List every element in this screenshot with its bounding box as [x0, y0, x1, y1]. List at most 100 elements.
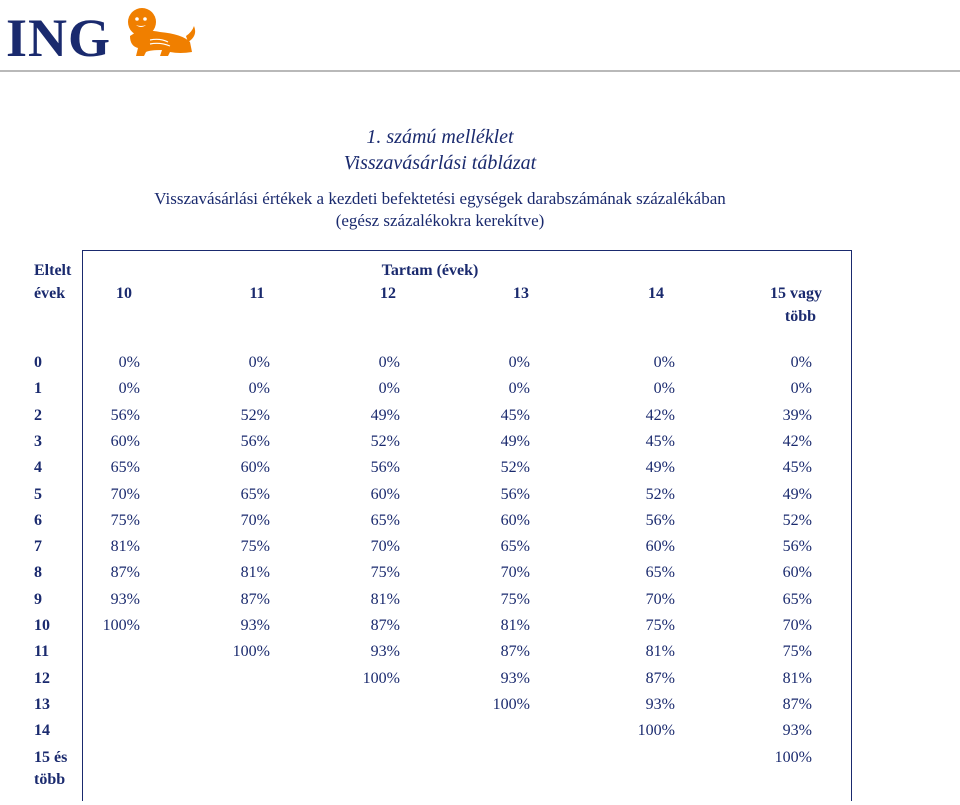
table-cell: 75%: [782, 643, 812, 660]
table-cell: 70%: [782, 617, 812, 634]
table-cell: 42%: [645, 407, 675, 424]
table-cell: 42%: [782, 433, 812, 450]
table-frame: [82, 250, 852, 801]
row-label: 11: [34, 643, 50, 660]
table-cell: 56%: [645, 512, 675, 529]
table-cell: 0%: [790, 354, 812, 371]
table-cell: 87%: [240, 591, 270, 608]
table-cell: 81%: [645, 643, 675, 660]
table-cell: 60%: [240, 459, 270, 476]
row-label: 12: [34, 670, 50, 687]
table-cell: 0%: [378, 380, 400, 397]
table-cell: 70%: [240, 512, 270, 529]
row-label: 10: [34, 617, 50, 634]
row-label: 14: [34, 722, 50, 739]
table-cell: 0%: [790, 380, 812, 397]
table-cell: 45%: [500, 407, 530, 424]
table-cell: 56%: [240, 433, 270, 450]
table-cell: 65%: [370, 512, 400, 529]
row-label: 13: [34, 696, 50, 713]
column-header: 10: [116, 285, 132, 302]
table-cell: 100%: [774, 749, 812, 766]
table-cell: 75%: [110, 512, 140, 529]
table-cell: 65%: [782, 591, 812, 608]
table-cell: 93%: [370, 643, 400, 660]
table-cell: 60%: [370, 486, 400, 503]
table-cell: 100%: [492, 696, 530, 713]
table-cell: 52%: [370, 433, 400, 450]
table-cell: 65%: [645, 564, 675, 581]
table-cell: 56%: [782, 538, 812, 555]
table-cell: 0%: [248, 380, 270, 397]
table-cell: 49%: [645, 459, 675, 476]
row-label: 2: [34, 407, 42, 424]
table-cell: 49%: [370, 407, 400, 424]
table-cell: 0%: [508, 380, 530, 397]
table-cell: 52%: [782, 512, 812, 529]
table-cell: 93%: [782, 722, 812, 739]
table-cell: 39%: [782, 407, 812, 424]
table-cell: 49%: [782, 486, 812, 503]
header-divider: [0, 70, 960, 72]
table-cell: 56%: [110, 407, 140, 424]
row-label: 6: [34, 512, 42, 529]
table-cell: 45%: [645, 433, 675, 450]
table-cell: 87%: [782, 696, 812, 713]
table-cell: 52%: [500, 459, 530, 476]
table-cell: 70%: [500, 564, 530, 581]
table-cell: 87%: [645, 670, 675, 687]
table-cell: 52%: [240, 407, 270, 424]
table-cell: 45%: [782, 459, 812, 476]
table-cell: 70%: [370, 538, 400, 555]
table-cell: 0%: [653, 380, 675, 397]
table-cell: 60%: [500, 512, 530, 529]
table-cell: 0%: [118, 380, 140, 397]
row-label: 15 és: [34, 749, 68, 766]
table-cell: 75%: [370, 564, 400, 581]
table-cell: 0%: [653, 354, 675, 371]
table-cell: 100%: [232, 643, 270, 660]
table-cell: 81%: [240, 564, 270, 581]
column-header: 13: [513, 285, 529, 302]
row-label: 4: [34, 459, 42, 476]
table-cell: 0%: [508, 354, 530, 371]
row-label: 9: [34, 591, 42, 608]
row-header-label: Eltelt: [34, 262, 72, 279]
table-cell: 65%: [500, 538, 530, 555]
ing-logo-text: ING: [6, 8, 112, 68]
table-cell: 0%: [378, 354, 400, 371]
header: ING: [0, 0, 960, 73]
table-cell: 60%: [645, 538, 675, 555]
row-label: 3: [34, 433, 42, 450]
table-cell: 75%: [645, 617, 675, 634]
table-cell: 100%: [102, 617, 140, 634]
table-subtitle-note: (egész százalékokra kerekítve): [335, 211, 545, 230]
table-cell: 70%: [645, 591, 675, 608]
table-cell: 81%: [370, 591, 400, 608]
table-cell: 56%: [500, 486, 530, 503]
column-header: 12: [380, 285, 396, 302]
row-header-label-2: évek: [34, 285, 66, 302]
table-cell: 93%: [500, 670, 530, 687]
table-cell: 0%: [248, 354, 270, 371]
row-label-extra: több: [34, 771, 66, 788]
table-cell: 87%: [110, 564, 140, 581]
table-cell: 65%: [110, 459, 140, 476]
table-cell: 49%: [500, 433, 530, 450]
column-header: 11: [249, 285, 265, 302]
table-cell: 75%: [500, 591, 530, 608]
table-cell: 75%: [240, 538, 270, 555]
row-label: 1: [34, 380, 42, 397]
table-cell: 81%: [110, 538, 140, 555]
table-cell: 52%: [645, 486, 675, 503]
table-cell: 100%: [362, 670, 400, 687]
table-cell: 56%: [370, 459, 400, 476]
table-subtitle: Visszavásárlási értékek a kezdeti befekt…: [154, 189, 726, 208]
table-cell: 0%: [118, 354, 140, 371]
table-cell: 60%: [782, 564, 812, 581]
ing-lion-icon: [128, 8, 196, 56]
row-label: 0: [34, 354, 42, 371]
row-label: 5: [34, 486, 42, 503]
annex-title: 1. számú melléklet: [366, 126, 514, 148]
table-cell: 81%: [500, 617, 530, 634]
